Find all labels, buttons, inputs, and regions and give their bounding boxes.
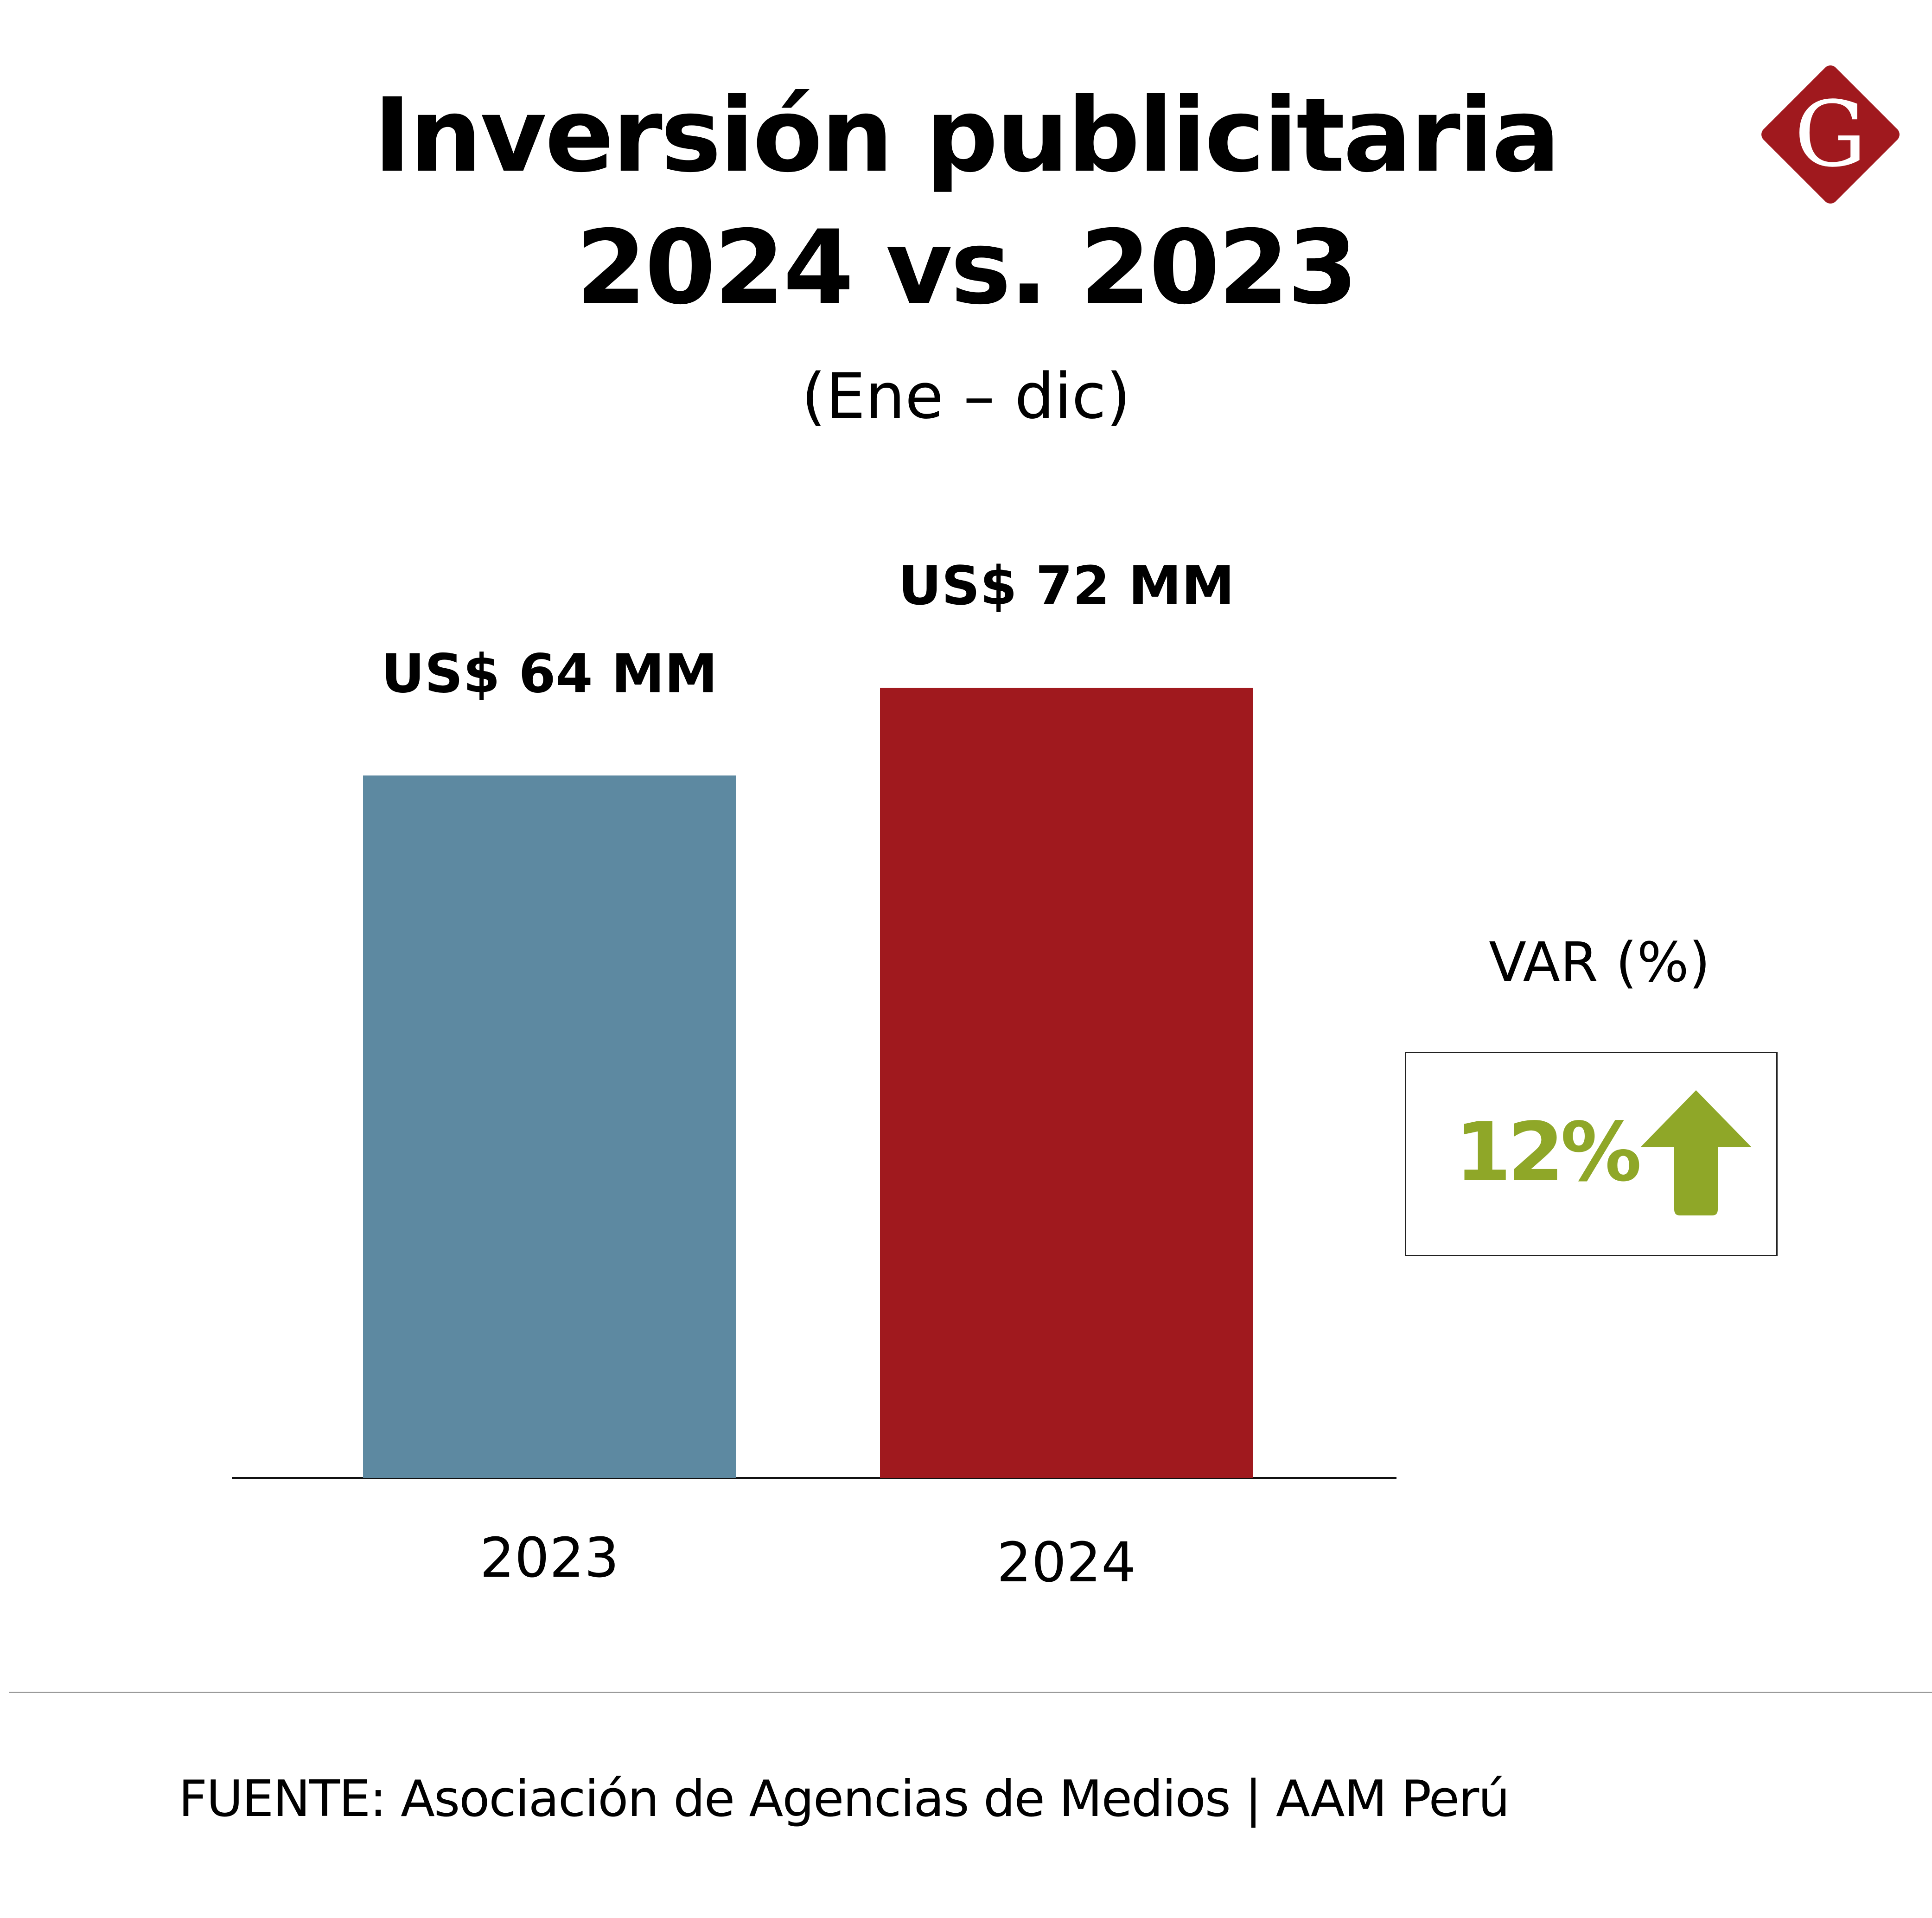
chart-subtitle: (Ene – dic) bbox=[801, 360, 1131, 433]
variation-value: 12% bbox=[1455, 1106, 1642, 1200]
logo-letter: G bbox=[1794, 82, 1867, 187]
source-note: FUENTE: Asociación de Agencias de Medios… bbox=[179, 1770, 1510, 1828]
footer-divider bbox=[9, 1692, 1932, 1693]
bar-chart: US$ 64 MM 2023 US$ 72 MM 2024 bbox=[232, 555, 1396, 1594]
variation-label: VAR (%) bbox=[1489, 930, 1710, 994]
gestion-logo-icon: G bbox=[1761, 65, 1900, 204]
chart-title: Inversión publicitaria 2024 vs. 2023 bbox=[0, 70, 1932, 334]
bar-value-label: US$ 72 MM bbox=[898, 555, 1234, 617]
up-arrow-icon bbox=[1640, 1090, 1752, 1215]
title-line-1: Inversión publicitaria bbox=[373, 76, 1561, 195]
bar-value-label: US$ 64 MM bbox=[381, 643, 717, 705]
bar-2023 bbox=[363, 775, 736, 1478]
variation-box: 12% bbox=[1405, 1052, 1778, 1256]
title-line-2: 2024 vs. 2023 bbox=[575, 208, 1358, 327]
bar-2024 bbox=[880, 688, 1253, 1478]
x-tick-label: 2024 bbox=[997, 1530, 1136, 1594]
x-tick-label: 2023 bbox=[480, 1526, 619, 1590]
